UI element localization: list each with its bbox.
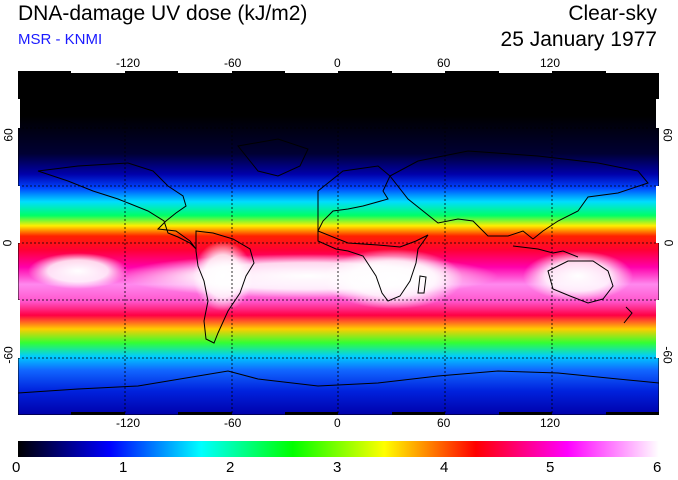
sky-condition-label: Clear-sky [568, 2, 657, 25]
lat-tick-right-2: 0 [661, 239, 676, 247]
lon-tick-top-4: 60 [437, 56, 451, 70]
colorbar-label-3: 3 [333, 459, 342, 476]
colorbar-label-2: 2 [226, 459, 235, 476]
lon-tick-top-1: -120 [116, 56, 141, 70]
lon-tick-bottom-5: 120 [540, 416, 561, 430]
lon-tick-top-2: -60 [224, 56, 242, 70]
colorbar-label-0: 0 [12, 459, 21, 476]
uv-dose-map-svg [18, 71, 659, 415]
coastlines [18, 138, 659, 394]
lon-tick-bottom-1: -120 [116, 416, 141, 430]
lon-tick-top-5: 120 [540, 56, 561, 70]
uv-dose-map [18, 71, 659, 415]
gridlines [18, 71, 659, 415]
source-label: MSR - KNMI [18, 31, 103, 48]
map-title: DNA-damage UV dose (kJ/m2) [18, 2, 308, 25]
lon-tick-bottom-3: 0 [334, 416, 341, 430]
high-dose-africa [323, 249, 463, 309]
lon-tick-top-3: 0 [334, 56, 341, 70]
lon-tick-bottom-4: 60 [437, 416, 451, 430]
lat-tick-left-3: -60 [1, 346, 16, 364]
colorbar-label-1: 1 [119, 459, 128, 476]
colorbar [18, 441, 659, 457]
lat-tick-left-1: 60 [1, 128, 16, 142]
colorbar-label-4: 4 [440, 459, 449, 476]
lat-tick-right-1: 60 [660, 128, 675, 142]
date-label: 25 January 1977 [500, 28, 657, 51]
high-dose-pacific [28, 253, 128, 289]
high-dose-south-america [193, 241, 253, 311]
colorbar-label-6: 6 [653, 459, 662, 476]
lat-tick-left-2: 0 [0, 239, 15, 247]
colorbar-label-5: 5 [546, 459, 555, 476]
lon-tick-bottom-2: -60 [224, 416, 242, 430]
lat-tick-right-3: -60 [660, 346, 675, 364]
map-frame [18, 71, 659, 415]
high-dose-australia [523, 251, 633, 301]
